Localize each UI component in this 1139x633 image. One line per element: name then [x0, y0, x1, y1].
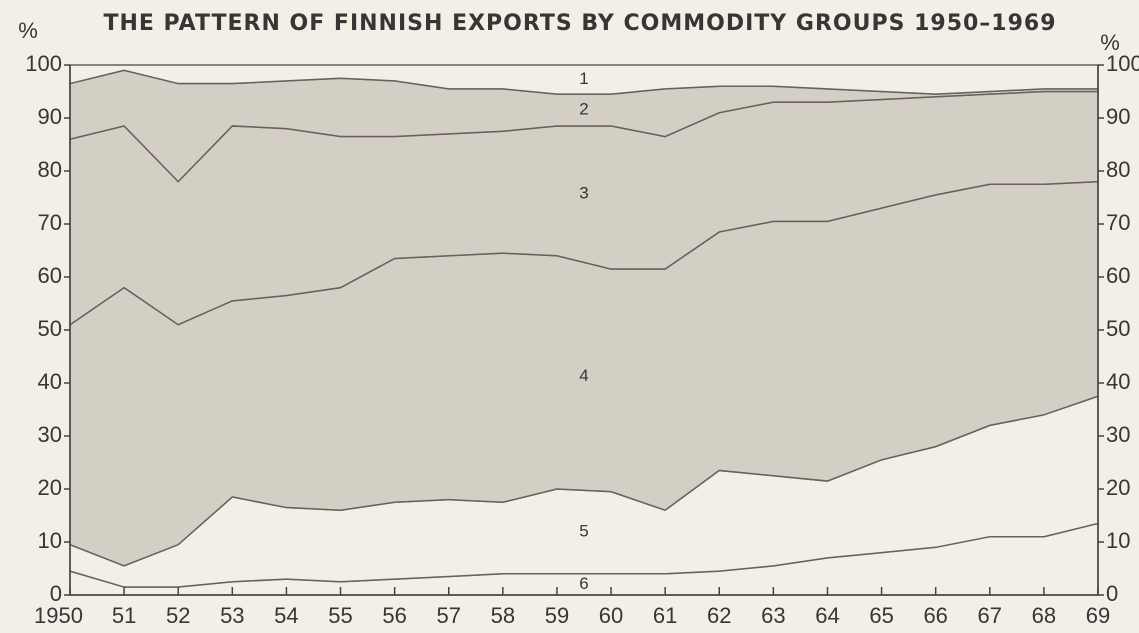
y2-tick-label: 90: [1106, 104, 1130, 129]
series-label: 2: [579, 100, 588, 119]
x-tick-label: 54: [274, 603, 298, 628]
areas: [69, 64, 1099, 596]
y2-tick-label: 50: [1106, 316, 1130, 341]
x-tick-label: 57: [436, 603, 460, 628]
y2-tick-label: 0: [1106, 581, 1118, 606]
x-tick-label: 64: [815, 603, 839, 628]
x-tick-label: 58: [491, 603, 515, 628]
y2-tick-label: 30: [1106, 422, 1130, 447]
x-tick-label: 59: [545, 603, 569, 628]
series-label: 5: [579, 522, 588, 541]
y2-tick-label: 40: [1106, 369, 1130, 394]
x-tick-label: 63: [761, 603, 785, 628]
x-tick-label: 53: [220, 603, 244, 628]
x-tick-label: 69: [1086, 603, 1110, 628]
y-tick-label: 60: [38, 263, 62, 288]
x-tick-label: 66: [923, 603, 947, 628]
y2-tick-label: 20: [1106, 475, 1130, 500]
y2-tick-label: 10: [1106, 528, 1130, 553]
y-tick-label: 100: [25, 51, 62, 76]
series-label: 1: [579, 69, 588, 88]
y-tick-label: 30: [38, 422, 62, 447]
y-tick-label: 40: [38, 369, 62, 394]
y2-tick-label: 60: [1106, 263, 1130, 288]
x-tick-label: 56: [382, 603, 406, 628]
y2-axis-unit: %: [1100, 30, 1120, 55]
x-tick-label: 52: [166, 603, 190, 628]
y-tick-label: 80: [38, 157, 62, 182]
series-label: 6: [579, 574, 588, 593]
y-tick-label: 90: [38, 104, 62, 129]
x-tick-label: 60: [599, 603, 623, 628]
x-tick-label: 67: [978, 603, 1002, 628]
series-label: 4: [579, 366, 588, 385]
series-label: 3: [579, 184, 588, 203]
x-tick-label: 1950: [34, 603, 83, 628]
x-tick-label: 62: [707, 603, 731, 628]
chart-title: THE PATTERN OF FINNISH EXPORTS BY COMMOD…: [103, 11, 1056, 36]
x-tick-label: 65: [869, 603, 893, 628]
y-tick-label: 0: [50, 581, 62, 606]
y2-tick-label: 70: [1106, 210, 1130, 235]
y-tick-label: 50: [38, 316, 62, 341]
y2-tick-label: 100: [1106, 51, 1139, 76]
y2-tick-label: 80: [1106, 157, 1130, 182]
x-tick-label: 68: [1032, 603, 1056, 628]
y-axis-unit: %: [18, 18, 38, 43]
x-tick-label: 55: [328, 603, 352, 628]
x-tick-label: 61: [653, 603, 677, 628]
y-tick-label: 70: [38, 210, 62, 235]
y-tick-label: 20: [38, 475, 62, 500]
x-tick-label: 51: [112, 603, 136, 628]
y-tick-label: 10: [38, 528, 62, 553]
